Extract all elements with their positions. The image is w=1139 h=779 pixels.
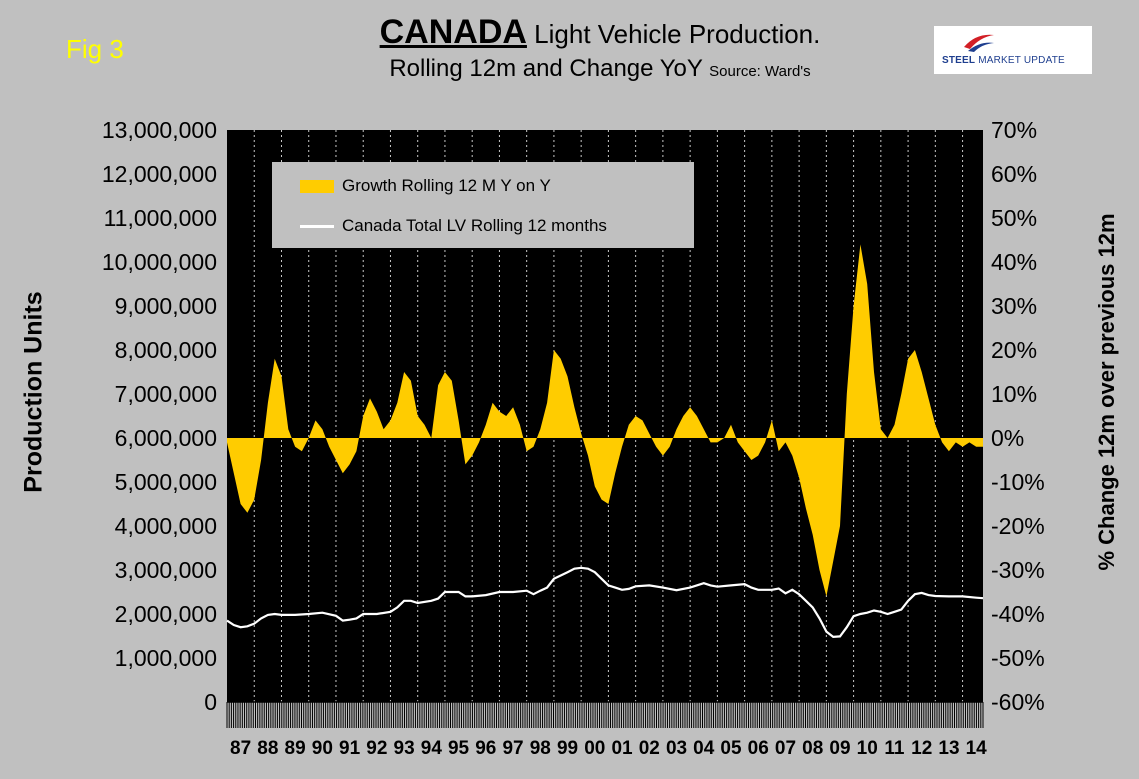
y-right-tick-label: -60%: [991, 689, 1045, 715]
y-right-tick-label: 40%: [991, 249, 1037, 275]
y-right-tick-label: 60%: [991, 161, 1037, 187]
x-tick-label: 92: [366, 738, 387, 759]
y-left-tick-label: 12,000,000: [102, 161, 217, 187]
x-tick-label: 91: [339, 738, 361, 759]
y-right-tick-label: 30%: [991, 293, 1037, 319]
x-tick-label: 90: [312, 738, 333, 759]
source-note: Source: Ward's: [709, 63, 811, 80]
y-right-tick-label: -10%: [991, 469, 1045, 495]
legend-item-growth: Growth Rolling 12 M Y on Y: [300, 175, 551, 197]
y-right-tick-label: -40%: [991, 601, 1045, 627]
legend-swatch-growth: [300, 179, 334, 193]
x-tick-label: 99: [557, 738, 578, 759]
x-tick-label: 95: [448, 738, 470, 759]
x-tick-label: 05: [720, 738, 742, 759]
x-tick-label: 13: [938, 738, 959, 759]
title-country: CANADA: [379, 13, 527, 51]
y-right-tick-label: -50%: [991, 645, 1045, 671]
x-tick-label: 03: [666, 738, 687, 759]
x-tick-label: 89: [285, 738, 306, 759]
x-tick-label: 93: [394, 738, 415, 759]
y-left-tick-label: 9,000,000: [115, 293, 217, 319]
series-production-line: [226, 566, 984, 639]
y-left-tick-label: 4,000,000: [115, 513, 217, 539]
x-tick-label: 06: [748, 738, 769, 759]
figure-number: Fig 3: [66, 34, 124, 64]
x-tick-label: 88: [257, 738, 278, 759]
x-tick-label: 00: [584, 738, 605, 759]
chart-title: CANADA Light Vehicle Production. Rolling…: [250, 14, 950, 89]
x-tick-label: 12: [911, 738, 932, 759]
y-left-tick-label: 5,000,000: [115, 469, 217, 495]
y-left-tick-label: 6,000,000: [115, 425, 217, 451]
x-tick-label: 97: [502, 738, 523, 759]
y-left-tick-label: 8,000,000: [115, 337, 217, 363]
y-right-tick-label: 10%: [991, 381, 1037, 407]
series-growth-area: [227, 244, 983, 597]
legend: Growth Rolling 12 M Y on Y Canada Total …: [272, 162, 694, 248]
y-left-tick-label: 11,000,000: [104, 205, 217, 231]
y-right-tick-label: -30%: [991, 557, 1045, 583]
x-tick-label: 01: [611, 738, 633, 759]
y-left-tick-label: 7,000,000: [115, 381, 217, 407]
x-tick-label: 98: [530, 738, 551, 759]
y-left-tick-label: 2,000,000: [115, 601, 217, 627]
x-tick-label: 87: [230, 738, 251, 759]
y-right-tick-label: 70%: [991, 117, 1037, 143]
y-left-tick-label: 1,000,000: [115, 645, 217, 671]
legend-item-production: Canada Total LV Rolling 12 months: [300, 215, 607, 237]
legend-label-production: Canada Total LV Rolling 12 months: [342, 216, 607, 235]
y-right-tick-label: 0%: [991, 425, 1024, 451]
y-left-tick-label: 3,000,000: [115, 557, 217, 583]
x-tick-label: 02: [639, 738, 660, 759]
x-tick-label: 09: [829, 738, 850, 759]
y-right-tick-label: 50%: [991, 205, 1037, 231]
legend-label-growth: Growth Rolling 12 M Y on Y: [342, 176, 551, 195]
logo-text: STEEL MARKET UPDATE: [942, 55, 1065, 66]
x-tick-label: 14: [966, 738, 988, 759]
x-tick-label: 07: [775, 738, 796, 759]
x-tick-label: 94: [421, 738, 443, 759]
x-tick-label: 11: [884, 738, 905, 759]
y-right-tick-label: -20%: [991, 513, 1045, 539]
legend-swatch-production: [300, 224, 334, 228]
x-tick-label: 04: [693, 738, 715, 759]
steel-market-update-logo: STEEL MARKET UPDATE: [934, 26, 1092, 74]
x-tick-label: 10: [857, 738, 878, 759]
subtitle-text: Rolling 12m and Change YoY: [389, 55, 703, 82]
y-right-tick-label: 20%: [991, 337, 1037, 363]
y-left-tick-label: 13,000,000: [102, 117, 217, 143]
x-tick-label: 08: [802, 738, 823, 759]
y-left-tick-label: 0: [204, 689, 217, 715]
title-text: Light Vehicle Production.: [534, 19, 821, 49]
x-tick-label: 96: [475, 738, 496, 759]
logo-swoosh-icon: [964, 34, 994, 52]
y-left-tick-label: 10,000,000: [102, 249, 217, 275]
